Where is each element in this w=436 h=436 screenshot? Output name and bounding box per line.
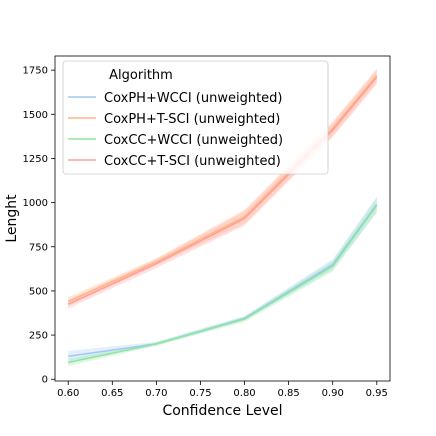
legend: Algorithm CoxPH+WCCI (unweighted) CoxPH+T… — [62, 60, 329, 175]
y-tick-label: 1750 — [23, 66, 48, 77]
y-axis: 0 250 500 750 1000 1250 1500 1750 — [23, 66, 55, 386]
legend-entry-3: CoxCC+T-SCI (unweighted) — [104, 154, 281, 169]
series-3-line — [67, 76, 378, 305]
y-tick-label: 500 — [29, 286, 48, 297]
series-0-band — [68, 196, 377, 362]
x-axis: 0.60 0.65 0.70 0.75 0.80 0.85 0.90 0.95 — [57, 381, 388, 399]
y-tick-label: 250 — [29, 331, 48, 342]
y-tick-label: 750 — [29, 242, 48, 253]
series-2-line — [68, 204, 378, 364]
x-tick-label: 0.95 — [366, 388, 388, 399]
series-lines — [67, 74, 378, 364]
y-tick-label: 1250 — [23, 154, 48, 165]
x-tick-label: 0.60 — [57, 388, 79, 399]
x-tick-label: 0.70 — [145, 388, 167, 399]
legend-box — [62, 60, 329, 175]
x-tick-label: 0.65 — [101, 388, 123, 399]
y-tick-label: 1500 — [23, 110, 48, 121]
series-1-line — [67, 74, 378, 303]
plot-frame — [54, 55, 391, 382]
series-0-line — [68, 203, 378, 358]
y-axis-label: Lenght — [4, 194, 20, 243]
x-tick-label: 0.75 — [189, 388, 211, 399]
x-tick-label: 0.90 — [322, 388, 344, 399]
x-tick-label: 0.80 — [233, 388, 255, 399]
legend-entry-1: CoxPH+T-SCI (unweighted) — [104, 112, 280, 127]
y-tick-label: 0 — [42, 375, 48, 386]
x-tick-label: 0.85 — [277, 388, 299, 399]
x-axis-label: Confidence Level — [162, 403, 282, 419]
y-tick-label: 1000 — [23, 198, 48, 209]
legend-title: Algorithm — [109, 68, 173, 83]
legend-entry-2: CoxCC+WCCI (unweighted) — [104, 133, 283, 148]
legend-entry-0: CoxPH+WCCI (unweighted) — [104, 91, 283, 106]
confidence-bands — [68, 68, 377, 366]
